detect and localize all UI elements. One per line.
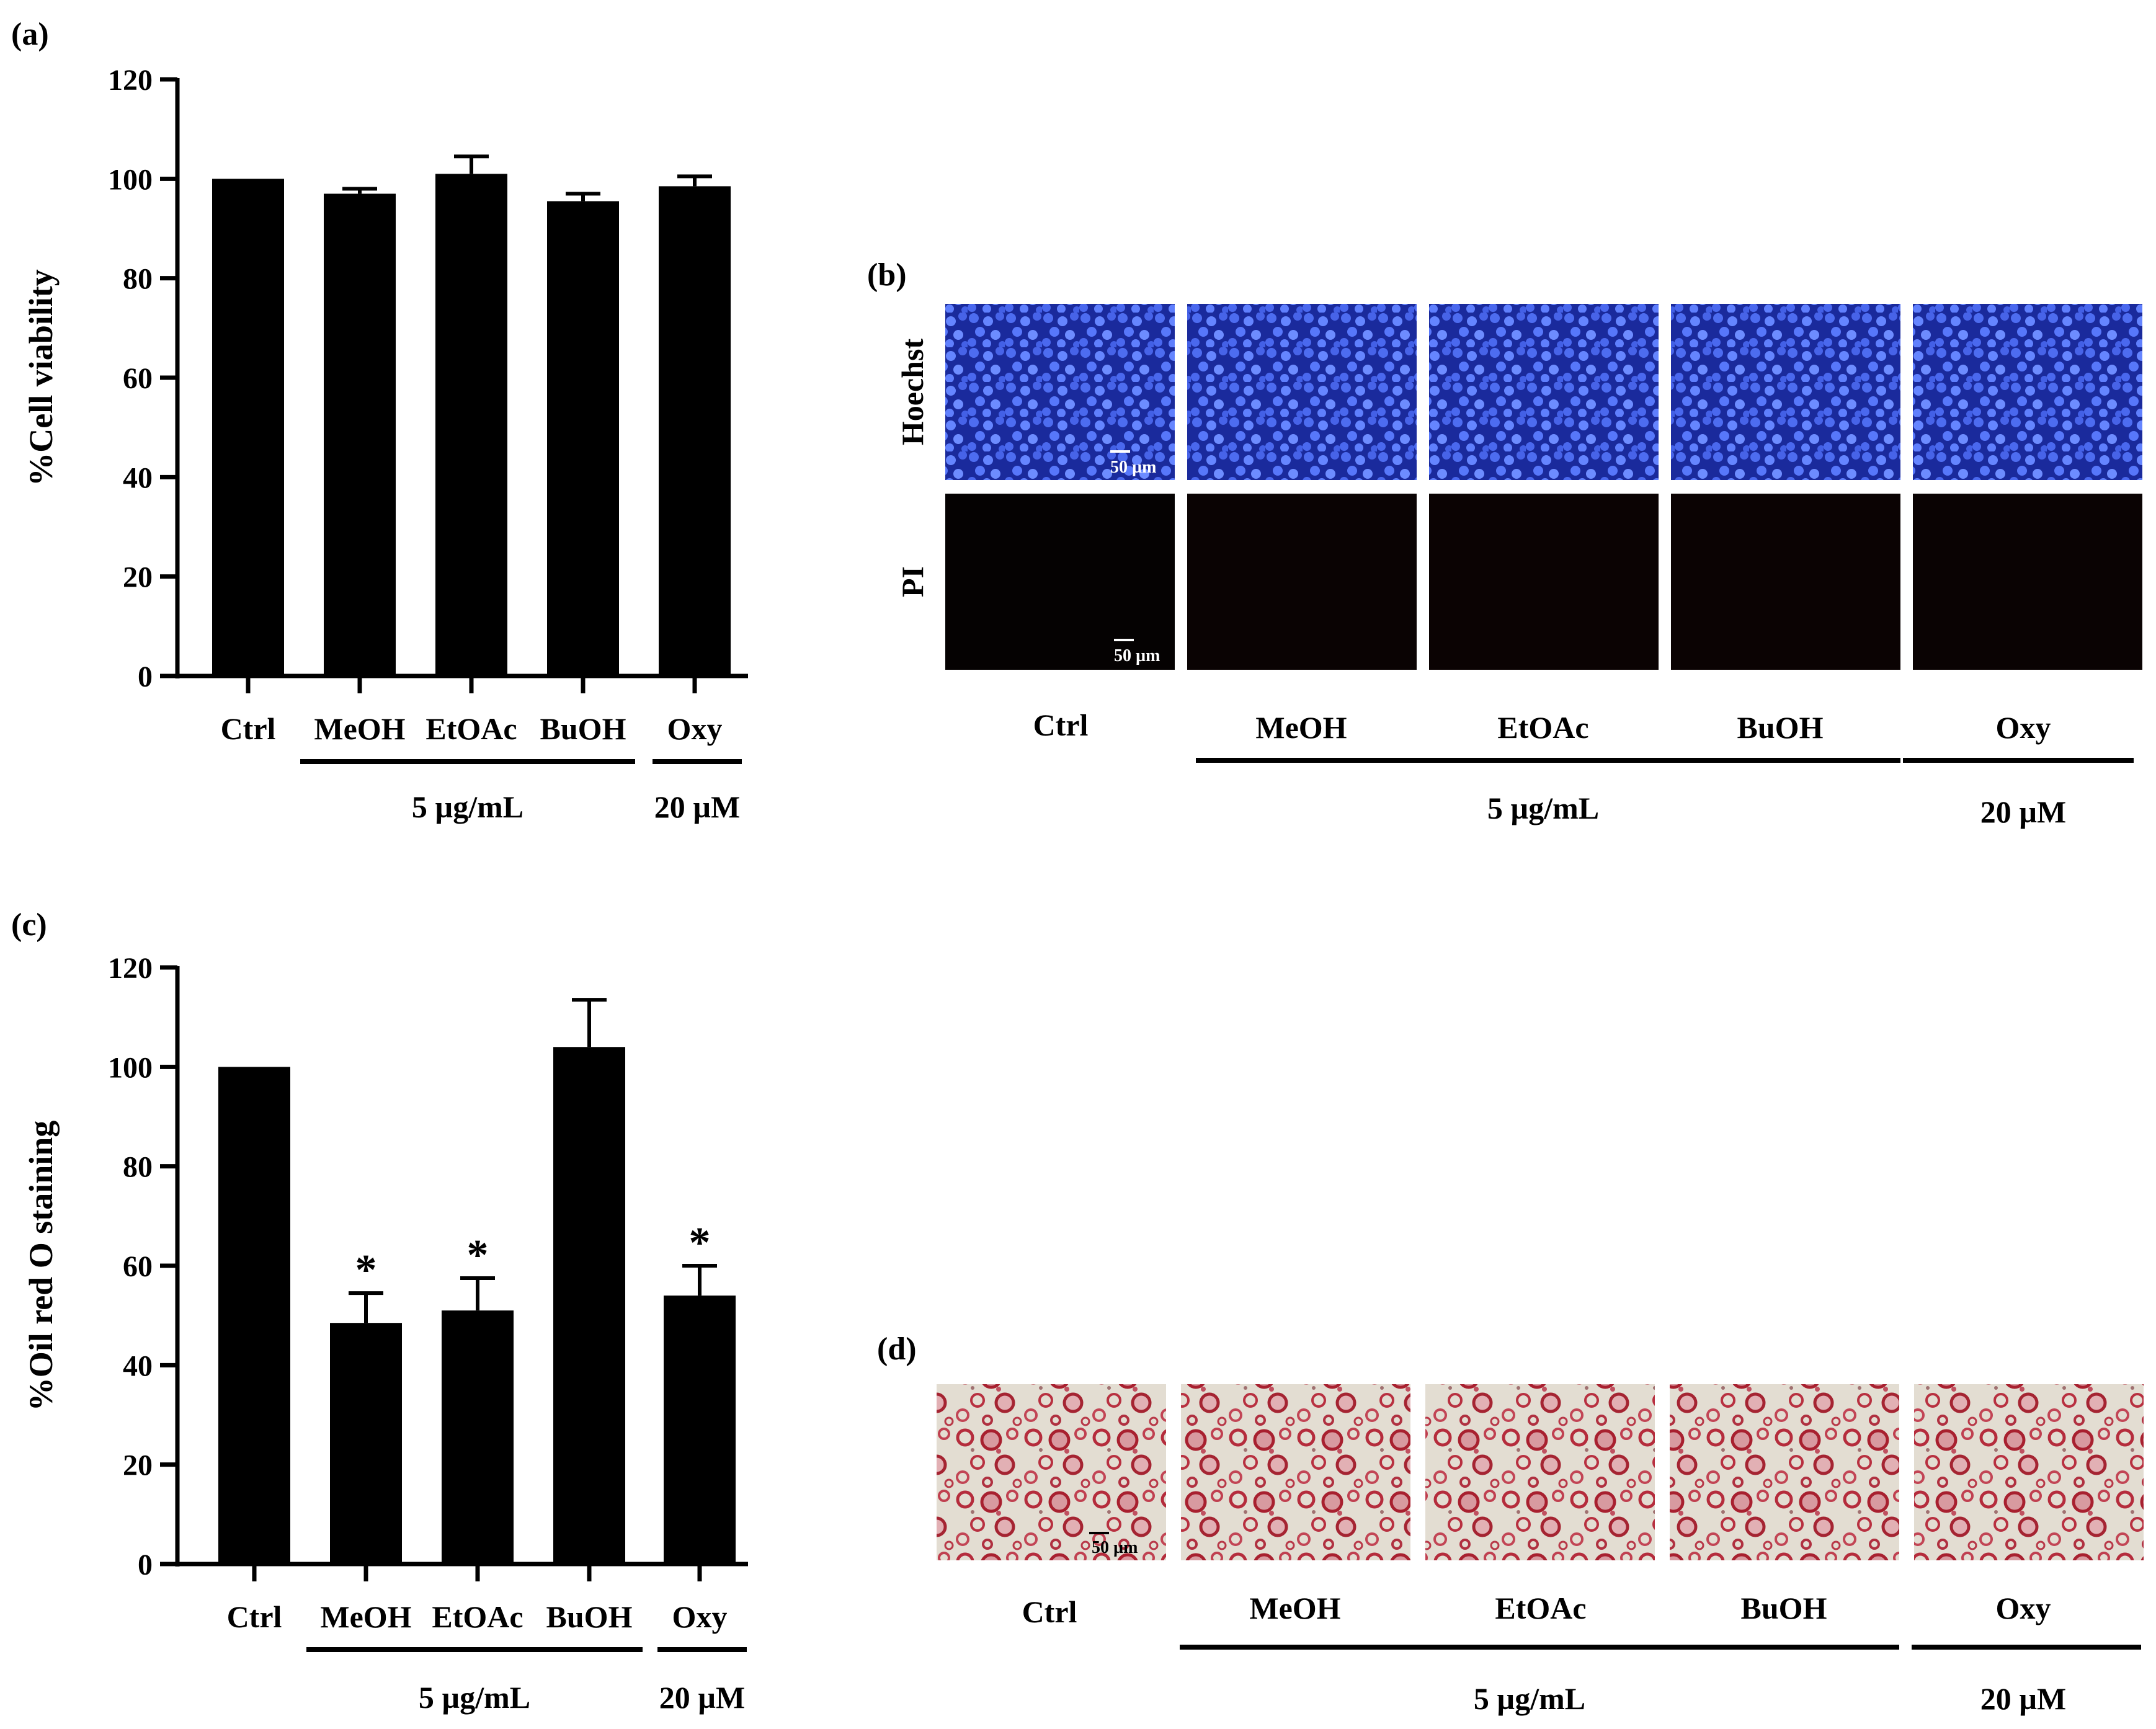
x-tick-label: Ctrl xyxy=(221,711,276,746)
bar-oxy xyxy=(664,1296,736,1564)
x-tick-label: Ctrl xyxy=(227,1599,282,1634)
oil-image-ctrl xyxy=(937,1384,1166,1560)
y-tick-label: 80 xyxy=(123,263,153,296)
x-tick-label: BuOH xyxy=(540,711,626,746)
b-cat-oxy: Oxy xyxy=(1996,710,2051,745)
dose-label-oxy: 20 µM xyxy=(659,1680,746,1715)
d-cat-ctrl: Ctrl xyxy=(1022,1594,1077,1629)
b-cat-ctrl: Ctrl xyxy=(1033,708,1089,742)
oil-image-etoac xyxy=(1425,1384,1655,1560)
oil-scale-label: 50 µm xyxy=(1092,1538,1138,1557)
pi-image-oxy xyxy=(1913,494,2142,670)
d-cat-etoac: EtOAc xyxy=(1495,1591,1586,1625)
y-tick-label: 20 xyxy=(123,561,153,594)
hoechst-scale-label: 50 µm xyxy=(1110,458,1156,477)
pi-scale-label: 50 µm xyxy=(1114,646,1160,665)
b-cat-meoh: MeOH xyxy=(1255,710,1347,745)
dose-label-extract: 5 µg/mL xyxy=(412,789,523,824)
bar-meoh xyxy=(330,1323,402,1564)
y-tick-label: 60 xyxy=(123,1250,153,1283)
x-tick-label: EtOAc xyxy=(425,711,517,746)
bar-ctrl xyxy=(218,1067,290,1564)
pi-image-buoh xyxy=(1671,494,1900,670)
b-dose-extract: 5 µg/mL xyxy=(1487,791,1599,825)
b-dose-oxy: 20 µM xyxy=(1980,794,2067,829)
bar-etoac xyxy=(435,174,507,677)
y-tick-label: 0 xyxy=(138,660,153,693)
b-cat-buoh: BuOH xyxy=(1737,710,1824,745)
chart-c: 0 20 40 60 80 100 120 %Oil red O staining Ctrl Me… xyxy=(22,952,748,1715)
hoechst-image-ctrl xyxy=(945,304,1175,480)
x-tick-label: EtOAc xyxy=(432,1599,523,1634)
panel-b-images: 50 µm 50 µm Hoechst PI Ctrl MeOH EtOAc B… xyxy=(895,304,2142,829)
hoechst-image-etoac xyxy=(1429,304,1659,480)
significance-marker: * xyxy=(355,1247,377,1294)
y-tick-label: 100 xyxy=(108,1051,153,1084)
panel-label-b: (b) xyxy=(867,257,907,293)
hoechst-image-meoh xyxy=(1187,304,1417,480)
hoechst-image-buoh xyxy=(1671,304,1900,480)
x-tick-label: MeOH xyxy=(314,711,405,746)
significance-marker: * xyxy=(689,1219,711,1267)
x-tick-label: MeOH xyxy=(320,1599,411,1634)
bar-meoh xyxy=(324,193,396,677)
y-tick-label: 100 xyxy=(108,163,153,196)
bar-etoac xyxy=(442,1310,514,1564)
y-tick-label: 60 xyxy=(123,362,153,395)
bar-oxy xyxy=(659,186,731,676)
panel-label-c: (c) xyxy=(11,907,47,943)
oil-image-meoh xyxy=(1181,1384,1410,1560)
y-tick-label: 40 xyxy=(123,1349,153,1382)
d-dose-oxy: 20 µM xyxy=(1980,1681,2067,1716)
y-tick-label: 120 xyxy=(108,952,153,985)
row-label-hoechst: Hoechst xyxy=(895,339,930,446)
oil-image-buoh xyxy=(1670,1384,1899,1560)
dose-label-oxy: 20 µM xyxy=(654,789,741,824)
d-dose-extract: 5 µg/mL xyxy=(1474,1681,1585,1716)
x-tick-label: Oxy xyxy=(672,1599,728,1634)
panel-d-images: 50 µm Ctrl MeOH EtOAc BuOH Oxy 5 µg/mL 2… xyxy=(937,1384,2144,1716)
y-axis-label: %Oil red O staining xyxy=(22,1121,60,1411)
d-cat-buoh: BuOH xyxy=(1741,1591,1827,1625)
y-tick-label: 120 xyxy=(108,64,153,97)
y-tick-label: 80 xyxy=(123,1151,153,1184)
x-tick-label: Oxy xyxy=(667,711,723,746)
y-tick-label: 20 xyxy=(123,1449,153,1482)
pi-image-ctrl xyxy=(945,494,1175,670)
significance-marker: * xyxy=(467,1232,489,1279)
x-tick-label: BuOH xyxy=(546,1599,633,1634)
row-label-pi: PI xyxy=(895,566,930,597)
panel-label-d: (d) xyxy=(877,1331,917,1367)
hoechst-image-oxy xyxy=(1913,304,2142,480)
y-tick-label: 40 xyxy=(123,461,153,494)
pi-image-meoh xyxy=(1187,494,1417,670)
d-cat-meoh: MeOH xyxy=(1249,1591,1340,1625)
dose-label-extract: 5 µg/mL xyxy=(419,1680,530,1715)
panel-label-a: (a) xyxy=(11,17,49,52)
y-tick-label: 0 xyxy=(138,1549,153,1581)
bar-buoh xyxy=(547,201,619,676)
b-cat-etoac: EtOAc xyxy=(1497,710,1588,745)
chart-a: 0 20 40 60 80 100 120 %Cell viability Ctrl MeOH Et… xyxy=(22,64,748,824)
pi-image-etoac xyxy=(1429,494,1659,670)
bar-buoh xyxy=(553,1047,625,1564)
y-axis-label: %Cell viability xyxy=(22,269,60,486)
d-cat-oxy: Oxy xyxy=(1996,1591,2051,1625)
oil-image-oxy xyxy=(1914,1384,2144,1560)
bar-ctrl xyxy=(212,179,284,676)
